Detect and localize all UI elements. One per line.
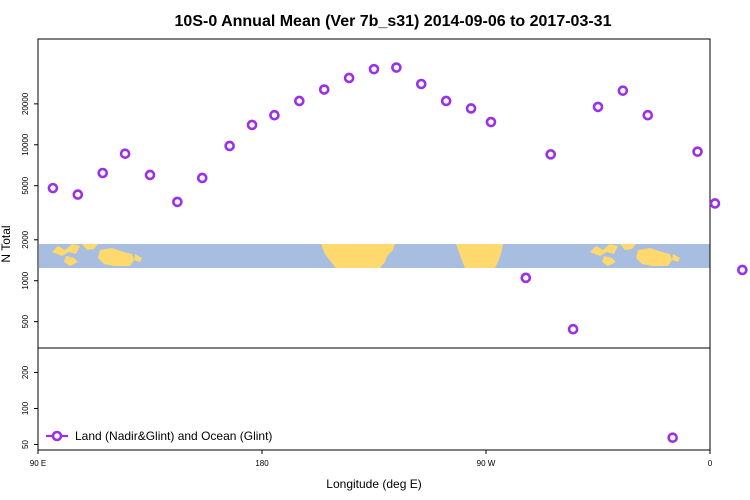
y-axis-label: N Total [0,225,13,262]
land-mass [64,256,78,266]
y-tick-label: 100 [21,401,30,415]
data-point [642,109,654,121]
land-mass [456,244,503,268]
data-point [246,119,258,131]
data-point [72,189,84,200]
data-point [592,101,604,113]
data-point [318,84,330,95]
data-point [269,109,280,121]
data-point [520,272,532,284]
x-tick-label: 180 [255,459,269,468]
land-mass [82,244,98,250]
land-mass [636,248,672,266]
y-tick-label: 50 [21,440,30,449]
data-point [391,62,402,73]
land-mass [672,254,680,262]
data-point [545,149,557,160]
data-point [485,116,497,128]
data-point [440,95,452,107]
world-map-background [39,244,710,268]
y-tick-label: 20000 [21,92,30,115]
data-point [567,323,579,335]
data-point [667,432,678,444]
data-point [294,95,305,107]
legend-marker [51,430,63,442]
y-tick-label: 200 [21,365,30,379]
data-point [617,85,629,96]
data-point [737,264,748,276]
land-mass [620,244,636,250]
y-tick-label: 1000 [21,271,30,289]
x-tick-label: 90 E [30,459,46,468]
y-tick-label: 2000 [21,230,30,248]
land-mass [602,256,616,266]
y-axis: 500 1000 2000 5000 10000 20000 50 100 200 [21,92,38,449]
data-point [709,198,721,209]
data-point [692,146,703,157]
data-point [97,167,109,179]
y-tick-label: 10000 [21,133,30,156]
x-tick-label: 0 [708,459,713,468]
land-mass [321,244,395,268]
data-point [368,63,380,75]
data-point [172,196,183,208]
land-mass [98,248,134,266]
y-tick-label: 5000 [21,176,30,194]
legend-label: Land (Nadir&Glint) and Ocean (Glint) [75,429,272,443]
data-point [144,169,156,181]
data-point [47,182,59,194]
data-point [196,172,208,184]
data-point [415,78,427,90]
y-tick-label: 500 [21,314,30,328]
data-point [465,103,477,114]
land-mass [590,244,618,256]
legend: Land (Nadir&Glint) and Ocean (Glint) [46,429,272,443]
chart-title: 10S-0 Annual Mean (Ver 7b_s31) 2014-09-0… [175,13,612,30]
data-point [224,140,235,152]
x-axis-label: Longitude (deg E) [326,477,421,491]
plot-frame [37,38,711,451]
data-point [119,148,131,159]
x-tick-label: 90 W [477,459,496,468]
land-mass [134,254,142,262]
data-series [47,62,748,444]
data-point [343,72,355,84]
land-mass [52,244,80,256]
